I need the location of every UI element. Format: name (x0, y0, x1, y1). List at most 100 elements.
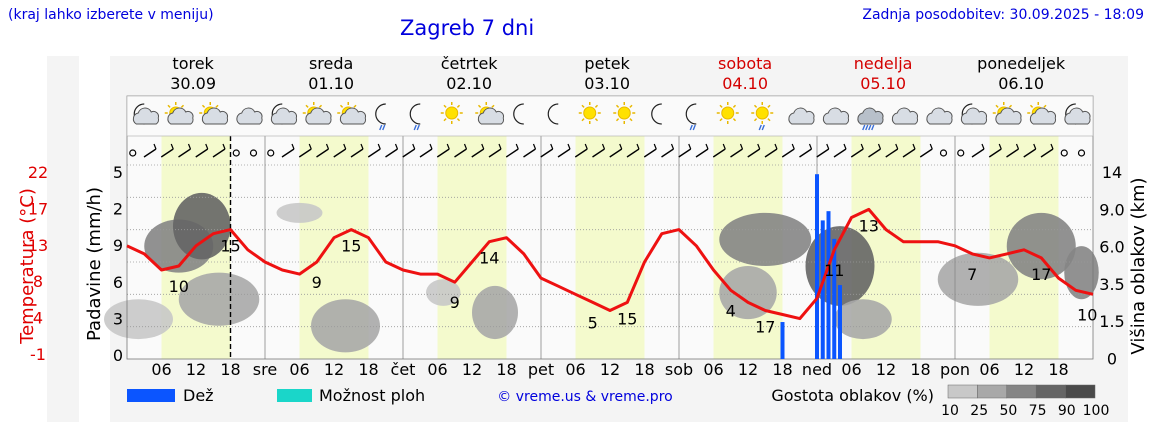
sun-cloud-icon (164, 102, 194, 125)
hour-tick: 18 (1048, 360, 1068, 379)
cloud-blob (472, 285, 518, 340)
day-name: nedelja (854, 54, 913, 73)
wind-barb-icon (557, 148, 571, 158)
shower-legend-swatch (277, 389, 312, 402)
wind-barb-icon (505, 148, 519, 158)
wind-barb-icon (385, 148, 398, 158)
wind-barb-icon (532, 143, 537, 150)
day-date: 02.10 (446, 74, 492, 93)
chart-title: Zagreb 7 dni (400, 16, 535, 40)
day-abbr-tick: ned (802, 360, 832, 379)
day-name: torek (172, 54, 214, 73)
density-step-label: 90 (1058, 403, 1076, 419)
temperature-label: 15 (341, 237, 361, 256)
density-step-label: 75 (1029, 403, 1047, 419)
precip-tick: 5 (113, 163, 123, 182)
wind-barb-icon (895, 143, 899, 150)
density-step-label: 10 (941, 403, 959, 419)
wind-barb-icon (402, 148, 416, 158)
wind-barb-icon (574, 148, 588, 158)
wind-barb-icon (1040, 148, 1054, 158)
density-swatch (947, 384, 978, 399)
hour-tick: 18 (910, 360, 930, 379)
rain-bar (820, 220, 825, 359)
day-abbr-tick: sre (253, 360, 277, 379)
day-name: četrtek (441, 54, 499, 73)
wind-barb-icon (471, 148, 485, 158)
wind-barb-icon (988, 148, 1002, 158)
wind-barb-icon (774, 143, 778, 150)
sun-cloud-icon (337, 102, 367, 125)
cloud-height-tick: 3.5 (1099, 275, 1124, 294)
wind-barb-icon (592, 148, 605, 158)
wind-barb-icon (143, 148, 157, 158)
cloud-icon (788, 107, 815, 125)
wind-barb-icon (601, 143, 606, 150)
cloud-height-tick: 9.0 (1099, 200, 1124, 219)
wind-barb-icon (187, 143, 192, 150)
precip-axis-label: Padavine (mm/h) (84, 187, 105, 341)
wind-barb-icon (488, 148, 502, 158)
density-swatch (1006, 384, 1037, 399)
wind-barb-icon (739, 143, 744, 150)
temperature-line (126, 207, 1094, 321)
hour-tick: 06 (289, 360, 309, 379)
hour-tick: 12 (462, 360, 482, 379)
header-note: (kraj lahko izberete v meniju) (8, 7, 214, 23)
wind-barb-icon (360, 143, 364, 150)
wind-barb-icon (298, 148, 312, 158)
cloud-blob (719, 212, 812, 266)
wind-barb-icon (860, 143, 864, 150)
temperature-label: 9 (312, 273, 322, 292)
cloud-blob (178, 272, 260, 326)
wind-barb-icon (826, 143, 830, 150)
temperature-label: 11 (824, 261, 844, 280)
wind-barb-icon (609, 148, 623, 158)
wind-barb-icon (540, 148, 554, 158)
wind-barb-icon (523, 148, 536, 158)
rain-legend-swatch (127, 389, 175, 402)
wind-calm-icon (1060, 149, 1068, 157)
day-abbr-tick: sob (665, 360, 693, 379)
hour-tick: 18 (220, 360, 240, 379)
wind-barb-icon (695, 148, 709, 158)
wind-barb-icon (678, 148, 692, 158)
temperature-label: 4 (726, 301, 736, 320)
wind-barb-icon (550, 143, 554, 150)
moon-cloud-icon (132, 103, 160, 125)
wind-barb-icon (205, 143, 209, 150)
wind-barb-icon (757, 143, 761, 150)
wind-calm-icon (129, 149, 137, 157)
wind-barb-icon (308, 143, 312, 150)
temperature-label: 17 (755, 317, 775, 336)
wind-barb-icon (367, 148, 381, 158)
sun-cloud-icon (302, 102, 332, 125)
temperature-tick: -1 (30, 345, 46, 364)
wind-barb-icon (170, 143, 174, 150)
rain-bar (815, 174, 819, 359)
wind-barb-icon (1006, 148, 1019, 158)
hour-tick: 06 (979, 360, 999, 379)
wind-barb-icon (1015, 143, 1020, 150)
precip-tick: 6 (113, 273, 123, 292)
wind-calm-icon (939, 149, 948, 157)
wind-barb-icon (764, 148, 778, 158)
wind-barb-icon (281, 148, 295, 158)
temperature-label: 10 (1077, 305, 1097, 324)
wind-barb-icon (747, 148, 761, 158)
cloud-density-label: Gostota oblakov (%) (771, 386, 934, 405)
cloud-icon (236, 107, 263, 125)
wind-barb-icon (833, 148, 847, 158)
hour-tick: 12 (600, 360, 620, 379)
cloud-height-tick: 14 (1102, 163, 1122, 182)
sun-icon (716, 102, 739, 124)
hour-tick: 12 (738, 360, 758, 379)
wind-barb-icon (902, 148, 916, 158)
wind-barb-icon (498, 143, 502, 150)
cloud-blob (173, 192, 231, 260)
wind-barb-icon (661, 148, 674, 158)
day-date: 30.09 (170, 74, 216, 93)
wind-barb-icon (929, 143, 933, 150)
day-date: 06.10 (998, 74, 1044, 93)
